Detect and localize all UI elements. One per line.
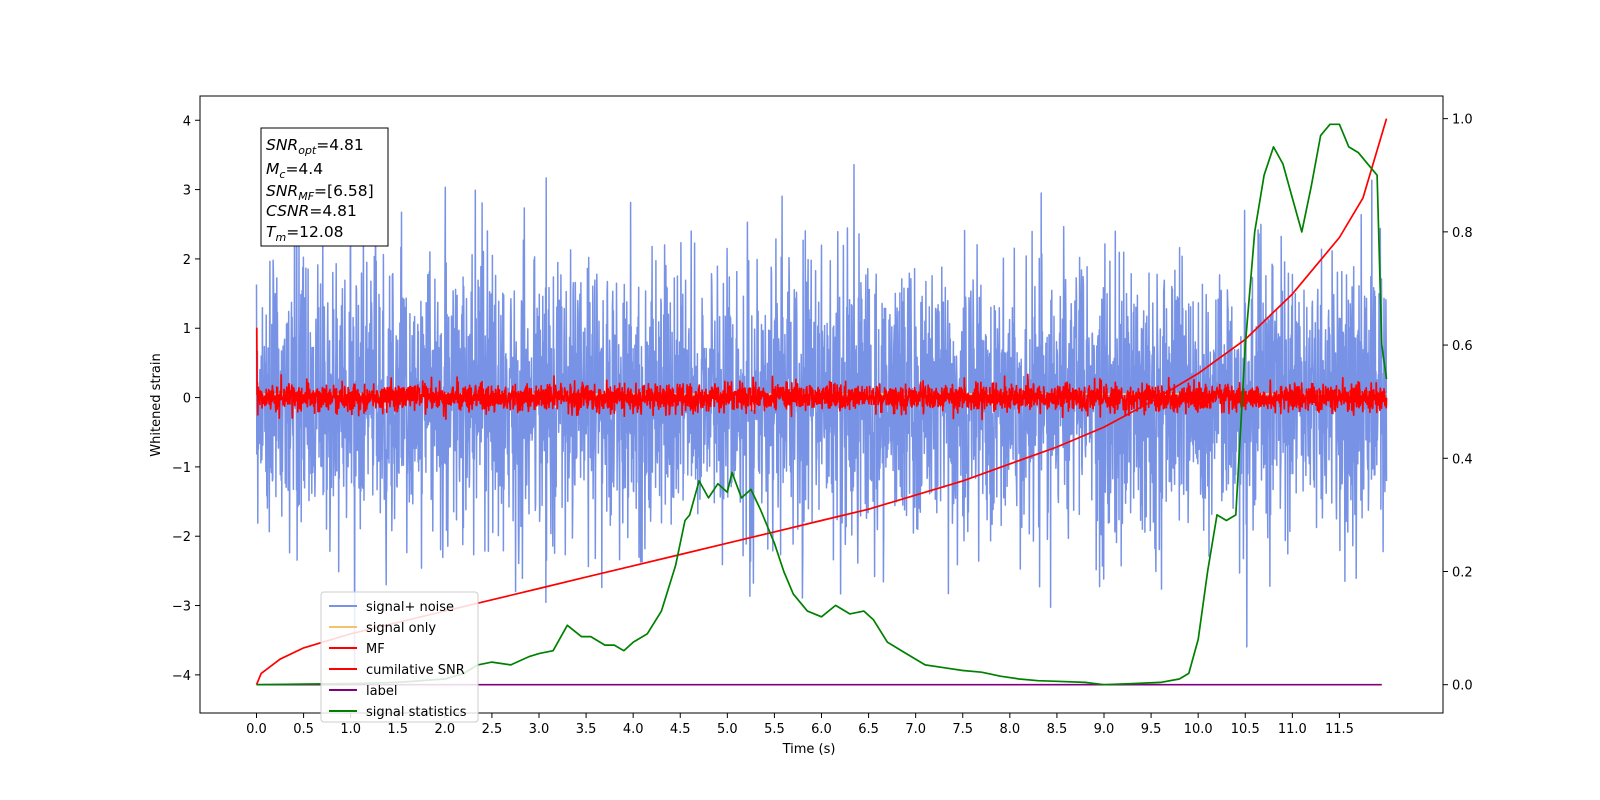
series-line-signal-statistics bbox=[256, 123, 1388, 686]
legend: signal+ noise signal only MF cumilative SNR… bbox=[320, 591, 479, 723]
x-tick-label: 11.0 bbox=[1278, 722, 1307, 737]
x-tick-label: 4.0 bbox=[623, 722, 644, 737]
y-axis-left: 4 3 2 1 0 −1 −2 −3 −4 bbox=[172, 114, 200, 684]
x-tick-label: 8.5 bbox=[1047, 722, 1068, 737]
legend-label: MF bbox=[366, 642, 385, 657]
annotation-csnr: CSNR=4.81 bbox=[266, 202, 357, 220]
y2-tick-label: 0.0 bbox=[1452, 679, 1473, 694]
y-tick-label: −2 bbox=[172, 530, 191, 545]
x-tick-label: 7.0 bbox=[905, 722, 926, 737]
x-tick-label: 6.0 bbox=[811, 722, 832, 737]
y2-tick-label: 0.2 bbox=[1452, 565, 1473, 580]
legend-label: signal+ noise bbox=[366, 600, 454, 615]
x-axis-label: Time (s) bbox=[782, 742, 836, 757]
legend-box bbox=[320, 591, 479, 723]
x-tick-label: 2.5 bbox=[482, 722, 503, 737]
x-tick-label: 1.5 bbox=[387, 722, 408, 737]
y2-tick-label: 0.6 bbox=[1452, 339, 1473, 354]
x-tick-label: 9.0 bbox=[1094, 722, 1115, 737]
x-axis: 0.0 0.5 1.0 1.5 2.0 2.5 3.0 3.5 4.0 4.5 5.0 5.5 6.0 6… bbox=[246, 713, 1354, 737]
y-tick-label: 0 bbox=[183, 392, 191, 407]
y-tick-label: −4 bbox=[172, 669, 191, 684]
annotation-box bbox=[260, 127, 389, 247]
y-axis-label: Whitened strain bbox=[149, 353, 164, 456]
y-tick-label: −1 bbox=[172, 461, 191, 476]
y2-tick-label: 1.0 bbox=[1452, 113, 1473, 128]
x-tick-label: 3.0 bbox=[529, 722, 550, 737]
x-tick-label: 0.0 bbox=[246, 722, 267, 737]
x-tick-label: 10.5 bbox=[1231, 722, 1260, 737]
annotation-snr-opt: SNRopt=4.81 bbox=[266, 136, 364, 157]
x-tick-label: 5.5 bbox=[764, 722, 785, 737]
legend-label: cumilative SNR bbox=[366, 663, 465, 678]
x-tick-label: 6.5 bbox=[858, 722, 879, 737]
y-axis-right: 1.0 0.8 0.6 0.4 0.2 0.0 bbox=[1443, 113, 1473, 694]
x-tick-label: 7.5 bbox=[952, 722, 973, 737]
legend-label: signal only bbox=[366, 621, 436, 636]
legend-label: label bbox=[366, 684, 397, 699]
y-tick-label: −3 bbox=[172, 600, 191, 615]
series-line-mf bbox=[255, 327, 1388, 421]
y-tick-label: 4 bbox=[183, 114, 191, 129]
x-tick-label: 10.0 bbox=[1184, 722, 1213, 737]
y-tick-label: 1 bbox=[183, 322, 191, 337]
x-tick-label: 3.5 bbox=[576, 722, 597, 737]
annotation-mc: Mc=4.4 bbox=[266, 160, 323, 181]
x-tick-label: 5.0 bbox=[717, 722, 738, 737]
annotation-snr-mf: SNRMF=[6.58] bbox=[266, 182, 374, 203]
y-tick-label: 2 bbox=[183, 253, 191, 268]
y2-tick-label: 0.4 bbox=[1452, 452, 1473, 467]
x-tick-label: 11.5 bbox=[1325, 722, 1354, 737]
x-tick-label: 9.5 bbox=[1141, 722, 1162, 737]
legend-label: signal statistics bbox=[366, 705, 467, 720]
x-tick-label: 4.5 bbox=[670, 722, 691, 737]
y2-tick-label: 0.8 bbox=[1452, 226, 1473, 241]
x-tick-label: 2.0 bbox=[434, 722, 455, 737]
x-tick-label: 8.0 bbox=[999, 722, 1020, 737]
annotation-tm: Tm=12.08 bbox=[266, 223, 344, 244]
x-tick-label: 0.5 bbox=[293, 722, 314, 737]
y-tick-label: 3 bbox=[183, 184, 191, 199]
x-tick-label: 1.0 bbox=[340, 722, 361, 737]
stats-annotation: SNRopt=4.81 Mc=4.4 SNRMF=[6.58] CSNR=4.8… bbox=[260, 127, 389, 247]
